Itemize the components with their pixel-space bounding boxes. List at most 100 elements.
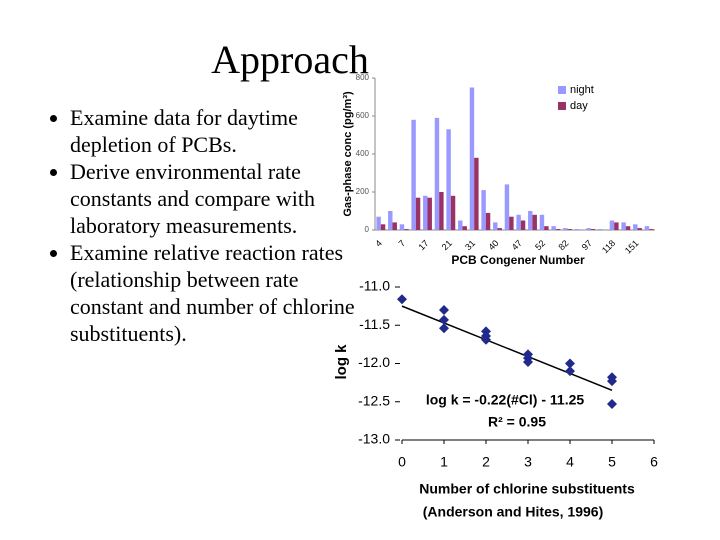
bar xyxy=(497,228,502,230)
bar xyxy=(621,222,626,230)
bar xyxy=(415,197,421,230)
data-point xyxy=(607,376,617,387)
bullet-list: Examine data for daytime depletion of PC… xyxy=(30,104,370,347)
bar xyxy=(380,224,386,230)
annotation: log k = -0.22(#Cl) - 11.25 xyxy=(426,392,585,408)
y-tick-label: -11.0 xyxy=(359,278,390,294)
bar xyxy=(469,87,475,230)
x-tick-label: 97 xyxy=(580,238,594,252)
bar xyxy=(399,224,405,230)
bar xyxy=(637,228,642,230)
bar xyxy=(551,226,556,230)
x-tick-label: 4 xyxy=(373,238,384,249)
data-point xyxy=(439,314,449,325)
source-label: (Anderson and Hites, 1996) xyxy=(423,504,604,520)
bar xyxy=(411,119,416,230)
x-tick-label: 6 xyxy=(650,454,658,470)
bar xyxy=(462,226,467,230)
trend-line xyxy=(401,305,613,391)
bullet: Examine data for daytime depletion of PC… xyxy=(70,104,370,158)
y-axis-label: log k xyxy=(333,344,350,380)
y-tick-label: 800 xyxy=(356,73,370,82)
data-point xyxy=(565,366,575,377)
bar xyxy=(439,192,444,230)
bar xyxy=(450,195,456,230)
data-point xyxy=(523,356,533,367)
bar xyxy=(567,229,572,230)
data-point xyxy=(607,399,617,410)
data-point xyxy=(439,304,449,315)
slide-title: Approach xyxy=(211,37,369,82)
bar xyxy=(528,211,533,230)
x-tick-label: 151 xyxy=(623,238,641,256)
bar xyxy=(574,229,580,230)
bar xyxy=(376,216,381,230)
bar xyxy=(481,190,486,230)
y-tick-label: -12.5 xyxy=(358,392,390,408)
bar xyxy=(520,220,526,230)
x-tick-label: 0 xyxy=(398,454,406,470)
x-tick-label: 4 xyxy=(566,454,574,470)
legend-label: night xyxy=(570,84,594,96)
bar xyxy=(434,117,440,230)
y-axis-label: Gas-phase conc (pg/m³) xyxy=(342,91,354,217)
bar xyxy=(504,184,510,230)
x-tick-label: 2 xyxy=(482,454,490,470)
bar xyxy=(446,129,451,230)
x-tick-label: 7 xyxy=(397,238,408,249)
bar xyxy=(625,226,631,230)
y-tick-label: 600 xyxy=(356,111,370,120)
bar xyxy=(532,214,537,230)
bar xyxy=(555,229,561,230)
bar xyxy=(609,220,615,230)
annotation: R² = 0.95 xyxy=(488,414,546,430)
bar xyxy=(509,216,514,230)
y-tick-label: 200 xyxy=(356,187,370,196)
x-tick-label: 118 xyxy=(600,238,617,255)
bar xyxy=(493,222,498,230)
x-tick-label: 31 xyxy=(463,238,477,252)
bar xyxy=(516,214,521,230)
y-tick-label: 0 xyxy=(365,225,370,234)
x-tick-label: 40 xyxy=(486,238,500,252)
legend-swatch xyxy=(558,86,566,94)
bullet: Derive environmental rate constants and … xyxy=(70,158,370,239)
x-axis-label: Number of chlorine substituents xyxy=(419,481,635,497)
legend-label: day xyxy=(570,100,588,112)
bar xyxy=(614,222,619,230)
x-tick-label: 47 xyxy=(510,238,524,252)
y-tick-label: -12.0 xyxy=(358,354,390,370)
bar xyxy=(404,229,409,230)
bar xyxy=(539,214,545,230)
x-tick-label: 52 xyxy=(533,238,547,252)
x-tick-label: 17 xyxy=(416,238,430,252)
x-tick-label: 82 xyxy=(556,238,570,252)
bullet: Examine relative reaction rates (relatio… xyxy=(70,239,370,347)
data-point xyxy=(565,358,575,369)
bar xyxy=(458,220,463,230)
bar xyxy=(423,195,428,230)
x-tick-label: 21 xyxy=(440,238,454,252)
bar xyxy=(633,224,638,230)
legend-swatch xyxy=(558,102,566,110)
bar xyxy=(388,211,393,230)
x-tick-label: 5 xyxy=(608,454,616,470)
data-point xyxy=(481,334,491,345)
x-tick-label: 1 xyxy=(440,454,448,470)
data-point xyxy=(439,323,449,334)
x-tick-label: 3 xyxy=(524,454,532,470)
y-tick-label: -13.0 xyxy=(358,431,390,447)
x-axis-label: PCB Congener Number xyxy=(451,253,585,267)
bar xyxy=(590,229,596,230)
bar xyxy=(644,226,650,230)
bar xyxy=(598,229,603,230)
data-point xyxy=(397,294,407,305)
bar xyxy=(485,212,491,230)
bar xyxy=(649,229,654,230)
y-tick-label: 400 xyxy=(356,149,370,158)
bar xyxy=(474,157,479,230)
bar xyxy=(544,226,549,230)
bar xyxy=(427,197,432,230)
